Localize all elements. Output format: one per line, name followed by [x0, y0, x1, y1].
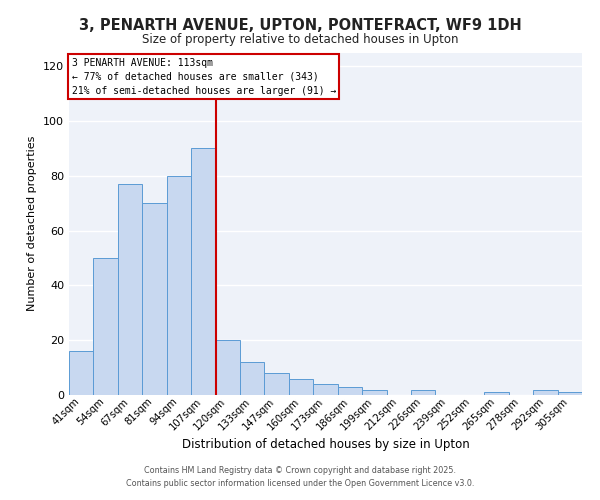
Bar [289, 378, 313, 395]
Text: Contains HM Land Registry data © Crown copyright and database right 2025.
Contai: Contains HM Land Registry data © Crown c… [126, 466, 474, 487]
Bar [484, 392, 509, 395]
Bar [338, 387, 362, 395]
Bar [118, 184, 142, 395]
Bar [94, 258, 118, 395]
Bar [240, 362, 265, 395]
Text: 3 PENARTH AVENUE: 113sqm
← 77% of detached houses are smaller (343)
21% of semi-: 3 PENARTH AVENUE: 113sqm ← 77% of detach… [71, 58, 336, 96]
Bar [215, 340, 240, 395]
Bar [167, 176, 191, 395]
Bar [411, 390, 436, 395]
Y-axis label: Number of detached properties: Number of detached properties [28, 136, 37, 312]
Text: Size of property relative to detached houses in Upton: Size of property relative to detached ho… [142, 32, 458, 46]
Bar [533, 390, 557, 395]
Bar [313, 384, 338, 395]
Bar [557, 392, 582, 395]
X-axis label: Distribution of detached houses by size in Upton: Distribution of detached houses by size … [182, 438, 469, 450]
Bar [142, 203, 167, 395]
Text: 3, PENARTH AVENUE, UPTON, PONTEFRACT, WF9 1DH: 3, PENARTH AVENUE, UPTON, PONTEFRACT, WF… [79, 18, 521, 32]
Bar [69, 351, 94, 395]
Bar [191, 148, 215, 395]
Bar [265, 373, 289, 395]
Bar [362, 390, 386, 395]
